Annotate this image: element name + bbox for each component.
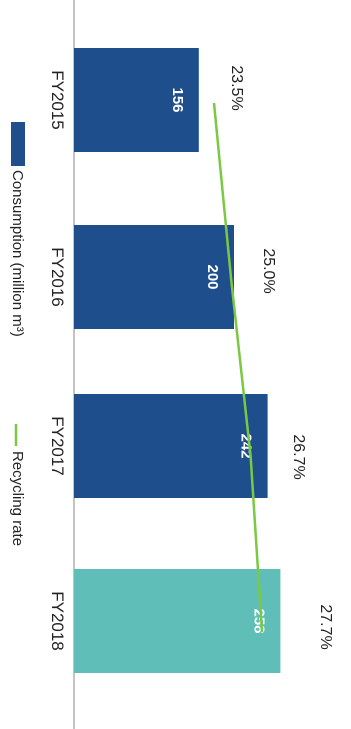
category-label: FY2016 xyxy=(48,247,67,307)
category-label: FY2015 xyxy=(48,70,67,130)
bar-value-label: 200 xyxy=(204,264,221,289)
recycling-rate-label: 23.5% xyxy=(228,65,245,110)
legend: Consumption (million m³) Recycling rate xyxy=(9,122,26,546)
recycling-rate-label: 26.7% xyxy=(290,434,307,479)
bar-FY2018 xyxy=(74,569,281,673)
bar-FY2017 xyxy=(73,394,268,498)
bar-FY2015 xyxy=(74,48,199,152)
recycling-rate-line xyxy=(212,102,264,633)
category-label: FY2018 xyxy=(48,591,67,651)
legend-recycling-label: Recycling rate xyxy=(9,451,26,546)
bar-FY2016 xyxy=(74,225,234,329)
bar-value-label: 242 xyxy=(238,433,255,458)
bar-value-label: 258 xyxy=(250,608,267,633)
recycling-rate-label: 27.7% xyxy=(317,604,334,649)
category-label: FY2017 xyxy=(48,416,67,476)
bar-value-label: 156 xyxy=(169,87,186,112)
legend-consumption-swatch xyxy=(11,122,25,166)
legend-consumption-label: Consumption (million m³) xyxy=(9,170,26,337)
recycling-rate-label: 25.0% xyxy=(260,248,277,293)
